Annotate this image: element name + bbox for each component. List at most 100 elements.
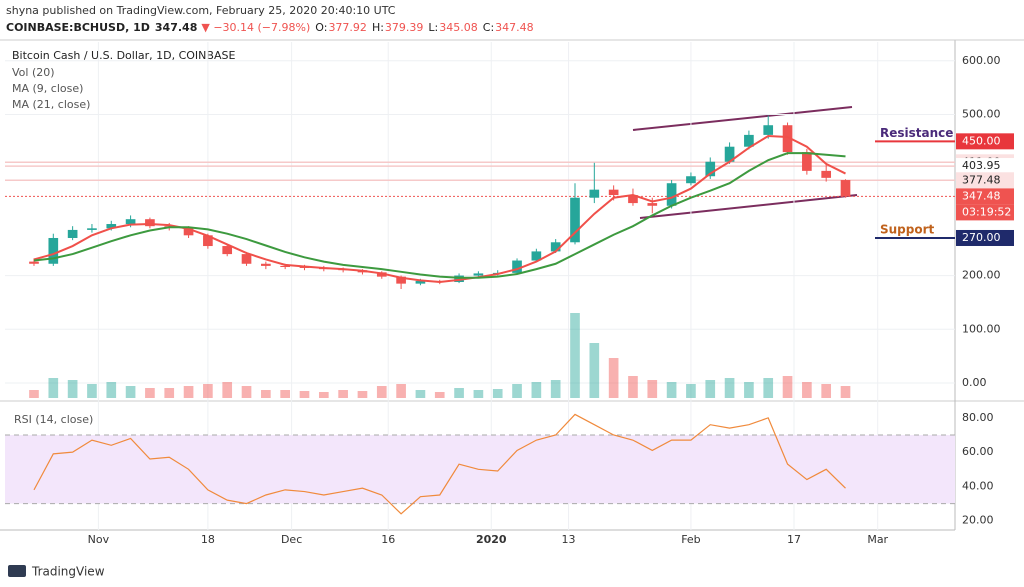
- price-tag: [956, 188, 1014, 205]
- x-tick-label: Feb: [681, 533, 700, 546]
- header-text: H:: [372, 21, 384, 34]
- y-tick-label: 500.00: [962, 107, 1001, 120]
- candle-body: [106, 224, 117, 229]
- candle-body: [531, 251, 542, 261]
- y-tick-label: 200.00: [962, 269, 1001, 282]
- volume-bar: [531, 382, 542, 398]
- candle-body: [125, 219, 136, 225]
- volume-bar: [434, 392, 445, 398]
- candle-body: [145, 219, 155, 227]
- volume-bar: [67, 380, 78, 398]
- y-tick-label: 600.00: [962, 54, 1001, 67]
- candle-body: [724, 146, 735, 162]
- volume-bar: [802, 382, 812, 398]
- volume-bar: [280, 390, 290, 398]
- symbol-line: COINBASE:BCHUSD, 1D 347.48 ▼ −30.14 (−7.98…: [6, 21, 534, 34]
- candle-body: [183, 227, 194, 236]
- volume-bar: [338, 390, 348, 398]
- price-tag-label: 403.95: [962, 159, 1001, 172]
- header-text: L:: [428, 21, 438, 34]
- rsi-tick-label: 20.00: [962, 514, 994, 527]
- candle-body: [222, 246, 233, 255]
- candle-body: [396, 276, 406, 284]
- volume-bar: [840, 386, 851, 398]
- candle-body: [454, 275, 464, 283]
- volume-bar: [415, 390, 426, 398]
- annotation: Resistance: [880, 126, 953, 140]
- volume-bar: [608, 358, 619, 398]
- price-tag: [956, 158, 1014, 175]
- y-tick-label: 0.00: [962, 376, 987, 389]
- header-text: 347.48: [495, 21, 534, 34]
- header-text: 377.92: [328, 21, 367, 34]
- ma-line: [33, 134, 846, 284]
- volume-bar: [589, 343, 600, 398]
- countdown-tag: [956, 204, 1014, 221]
- price-tag-label: 450.00: [962, 134, 1001, 147]
- volume-bar: [647, 380, 658, 398]
- volume-bar: [87, 384, 97, 398]
- volume-bar: [666, 382, 677, 398]
- header-text: 347.48: [155, 21, 197, 34]
- volume-bar: [203, 384, 213, 398]
- x-tick-label: 13: [562, 533, 576, 546]
- candle-body: [280, 265, 290, 267]
- x-tick-label: 17: [787, 533, 801, 546]
- price-tag-label: 347.48: [962, 189, 1001, 202]
- channel-top: [632, 106, 853, 131]
- legend-vol: Vol (20): [12, 66, 55, 79]
- candle-body: [29, 261, 39, 264]
- author-line: shyna published on TradingView.com, Febr…: [6, 4, 396, 17]
- price-tag-label: 270.00: [962, 231, 1001, 244]
- volume-bar: [29, 390, 39, 398]
- candle-body: [550, 242, 561, 252]
- volume-bar: [705, 380, 716, 398]
- candle-body: [203, 235, 213, 247]
- candle-body: [589, 189, 600, 198]
- volume-bar: [396, 384, 406, 398]
- candle-body: [840, 180, 851, 197]
- candle-body: [744, 134, 754, 147]
- volume-bar: [261, 390, 271, 398]
- volume-bar: [454, 388, 464, 398]
- rsi-tick-label: 80.00: [962, 411, 994, 424]
- volume-bar: [48, 378, 59, 398]
- x-tick-label: Dec: [281, 533, 302, 546]
- volume-bar: [299, 391, 310, 398]
- volume-bar: [821, 384, 832, 398]
- header-text: 379.39: [385, 21, 424, 34]
- candle-body: [666, 183, 677, 206]
- candle-body: [628, 195, 638, 204]
- rsi-tick-label: 40.00: [962, 479, 994, 492]
- volume-bar: [686, 384, 696, 398]
- legend-main: Bitcoin Cash / U.S. Dollar, 1D, COINBASE: [12, 49, 235, 62]
- volume-bar: [183, 386, 194, 398]
- price-tag: [956, 229, 1014, 246]
- candle-body: [570, 197, 580, 243]
- candle-body: [763, 125, 774, 135]
- candle-body: [802, 152, 812, 171]
- x-tick-label: Nov: [88, 533, 110, 546]
- rsi-legend: RSI (14, close): [14, 413, 93, 426]
- logo-icon: [8, 565, 26, 577]
- volume-bar: [570, 313, 580, 398]
- legend-ma21: MA (21, close): [12, 98, 90, 111]
- candle-body: [299, 266, 310, 268]
- countdown-label: 03:19:52: [962, 205, 1011, 218]
- candle-body: [87, 228, 97, 230]
- annotation: Support: [880, 222, 935, 236]
- volume-bar: [376, 386, 387, 398]
- volume-bar: [473, 390, 484, 398]
- volume-bar: [550, 380, 561, 398]
- candle-body: [821, 170, 832, 178]
- candle-body: [48, 237, 59, 264]
- rsi-tick-label: 60.00: [962, 445, 994, 458]
- volume-bar: [724, 378, 735, 398]
- volume-bar: [106, 382, 117, 398]
- volume-bar: [164, 388, 175, 398]
- header-text: O:: [315, 21, 327, 34]
- volume-bar: [782, 376, 793, 398]
- x-tick-label: 16: [381, 533, 395, 546]
- header-text: 345.08: [439, 21, 478, 34]
